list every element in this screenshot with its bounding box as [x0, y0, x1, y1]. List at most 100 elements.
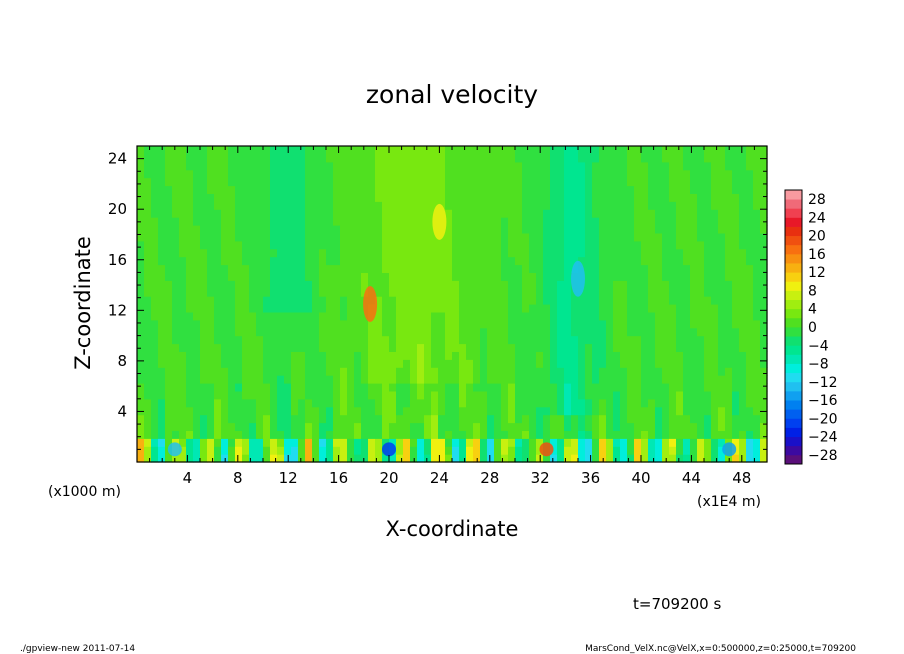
heatmap-cell — [410, 422, 418, 431]
heatmap-cell — [361, 430, 369, 439]
heatmap-cell — [207, 201, 215, 210]
heatmap-cell — [536, 398, 544, 408]
heatmap-cell — [627, 217, 635, 226]
heatmap-cell — [655, 367, 663, 376]
heatmap-cell — [753, 240, 761, 250]
heatmap-cell — [424, 177, 432, 187]
y-tick-label: 12 — [108, 301, 127, 319]
heatmap-cell — [193, 406, 201, 416]
heatmap-cell — [529, 296, 537, 305]
colorbar-label: 12 — [808, 265, 826, 281]
heatmap-cell — [641, 217, 649, 226]
heatmap-cell — [326, 311, 334, 321]
heatmap-cell — [452, 343, 460, 352]
heatmap-cell — [452, 248, 460, 258]
heatmap-cell — [606, 193, 614, 202]
heatmap-cell — [179, 288, 187, 297]
heatmap-cell — [375, 296, 383, 305]
heatmap-cell — [557, 232, 565, 242]
heatmap-cell — [396, 272, 404, 281]
heatmap-cell — [522, 272, 530, 281]
heatmap-cell — [403, 177, 411, 187]
heatmap-cell — [704, 422, 712, 431]
heatmap-cell — [165, 256, 173, 266]
heatmap-cell — [172, 161, 180, 171]
heatmap-cell — [697, 438, 705, 447]
heatmap-cell — [522, 161, 530, 171]
heatmap-cell — [480, 256, 488, 266]
heatmap-cell — [739, 454, 747, 463]
heatmap-cell — [172, 264, 180, 273]
heatmap-cell — [284, 390, 292, 400]
heatmap-cell — [382, 438, 390, 447]
heatmap-cell — [683, 343, 691, 352]
heatmap-cell — [186, 280, 194, 289]
heatmap-cell — [256, 390, 264, 400]
heatmap-cell — [515, 327, 523, 337]
heatmap-cell — [263, 359, 271, 368]
heatmap-cell — [256, 351, 264, 360]
heatmap-cell — [529, 343, 537, 352]
heatmap-cell — [424, 217, 432, 226]
heatmap-cell — [389, 193, 397, 202]
heatmap-cell — [543, 232, 551, 242]
heatmap-cell — [417, 335, 425, 345]
heatmap-cell — [711, 351, 719, 360]
heatmap-cell — [256, 422, 264, 431]
heatmap-cell — [494, 296, 502, 305]
heatmap-cell — [445, 383, 453, 392]
y-tick-label: 8 — [117, 352, 127, 370]
heatmap-cell — [599, 264, 607, 273]
heatmap-cell — [704, 248, 712, 258]
x-axis: 4 8 12 16 20 24 28 32 36 40 44 48 — [136, 146, 768, 487]
heatmap-cell — [578, 343, 586, 352]
heatmap-cell — [543, 272, 551, 281]
heatmap-cell — [144, 311, 152, 321]
heatmap-cell — [137, 296, 145, 305]
heatmap-cell — [536, 430, 544, 439]
heatmap-cell — [487, 446, 495, 455]
heatmap-cell — [592, 351, 600, 360]
heatmap-cell — [669, 446, 677, 455]
heatmap-cell — [193, 232, 201, 242]
heatmap-cell — [151, 225, 159, 234]
heatmap-cell — [438, 185, 446, 194]
heatmap-cell — [361, 232, 369, 242]
heatmap-cell — [298, 438, 306, 447]
heatmap-cell — [445, 201, 453, 210]
heatmap-cell — [256, 280, 264, 289]
heatmap-cell — [676, 232, 684, 242]
heatmap-cell — [725, 280, 733, 289]
heatmap-cell — [711, 296, 719, 305]
heatmap-cell — [410, 414, 418, 424]
heatmap-cell — [508, 217, 516, 226]
heatmap-cell — [508, 454, 516, 463]
heatmap-cell — [242, 193, 250, 202]
heatmap-cell — [487, 454, 495, 463]
heatmap-cell — [375, 225, 383, 234]
heatmap-cell — [655, 454, 663, 463]
heatmap-cell — [389, 264, 397, 273]
heatmap-cell — [207, 146, 215, 155]
heatmap-cell — [186, 240, 194, 250]
heatmap-cell — [326, 454, 334, 463]
heatmap-cell — [193, 335, 201, 345]
heatmap-cell — [732, 343, 740, 352]
heatmap-cell — [193, 264, 201, 273]
heatmap-cell — [494, 264, 502, 273]
heatmap-cell — [683, 422, 691, 431]
heatmap-cell — [158, 390, 166, 400]
heatmap-cell — [249, 217, 257, 226]
heatmap-cell — [424, 209, 432, 218]
heatmap-cell — [459, 232, 467, 242]
heatmap-cell — [298, 351, 306, 360]
heatmap-cell — [368, 406, 376, 416]
heatmap-cell — [361, 327, 369, 337]
heatmap-cell — [711, 209, 719, 218]
heatmap-cell — [312, 446, 320, 455]
heatmap-cell — [620, 390, 628, 400]
heatmap-cell — [396, 146, 404, 155]
heatmap-cell — [235, 446, 243, 455]
heatmap-cell — [739, 359, 747, 368]
heatmap-cell — [543, 414, 551, 424]
